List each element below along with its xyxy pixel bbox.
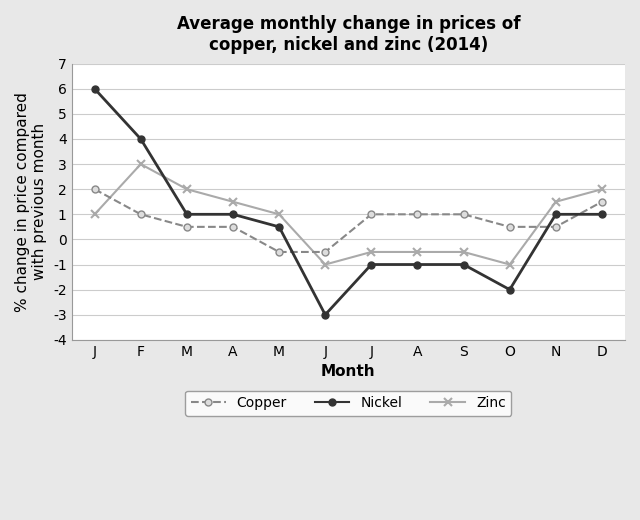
Legend: Copper, Nickel, Zinc: Copper, Nickel, Zinc bbox=[185, 391, 511, 415]
Y-axis label: % change in price compared
with previous month: % change in price compared with previous… bbox=[15, 92, 47, 311]
Title: Average monthly change in prices of
copper, nickel and zinc (2014): Average monthly change in prices of copp… bbox=[177, 15, 520, 54]
X-axis label: Month: Month bbox=[321, 364, 376, 379]
